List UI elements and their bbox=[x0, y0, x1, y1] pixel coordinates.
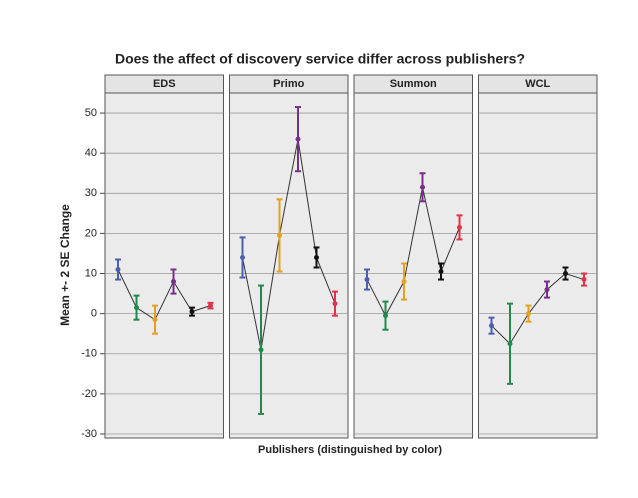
y-tick-label: 20 bbox=[85, 227, 97, 239]
y-tick-label: 0 bbox=[91, 308, 97, 320]
point bbox=[526, 311, 531, 317]
y-tick-label: 10 bbox=[85, 267, 97, 279]
point bbox=[489, 323, 494, 329]
panel-title: Summon bbox=[390, 78, 437, 90]
connecting-line bbox=[242, 139, 336, 350]
point bbox=[401, 279, 407, 285]
y-tick-label: 50 bbox=[85, 107, 97, 119]
panel-background bbox=[104, 92, 224, 439]
y-axis-label: Mean +- 2 SE Change bbox=[58, 204, 72, 326]
point bbox=[332, 301, 338, 307]
point bbox=[277, 232, 282, 238]
point bbox=[420, 184, 425, 190]
connecting-line bbox=[366, 187, 460, 317]
x-axis-label: Publishers (distinguished by color) bbox=[258, 444, 442, 456]
panel-title: WCL bbox=[525, 78, 550, 90]
point bbox=[544, 287, 550, 293]
point bbox=[438, 269, 444, 275]
panel-background bbox=[478, 92, 598, 439]
point bbox=[457, 224, 462, 230]
connecting-line bbox=[491, 272, 585, 345]
point bbox=[134, 305, 139, 311]
point bbox=[152, 317, 158, 323]
y-tick-label: -10 bbox=[81, 348, 97, 360]
y-tick-label: 40 bbox=[85, 147, 97, 159]
panel-background bbox=[229, 92, 349, 439]
chart-title: Does the affect of discovery service dif… bbox=[115, 51, 525, 67]
point bbox=[507, 341, 513, 347]
y-tick-label: 30 bbox=[85, 187, 97, 199]
point bbox=[208, 303, 213, 309]
point bbox=[383, 313, 388, 319]
y-tick-label: -20 bbox=[81, 388, 97, 400]
point bbox=[563, 271, 568, 277]
point bbox=[581, 277, 587, 283]
panel-title: EDS bbox=[153, 78, 176, 90]
point bbox=[240, 254, 245, 260]
panel-background bbox=[353, 92, 473, 439]
point bbox=[171, 279, 176, 285]
y-tick-label: -30 bbox=[81, 428, 97, 440]
point bbox=[115, 267, 121, 273]
connecting-line bbox=[117, 269, 211, 321]
point bbox=[189, 309, 195, 315]
point bbox=[314, 254, 319, 260]
point bbox=[295, 136, 301, 142]
panel-title: Primo bbox=[273, 78, 304, 90]
point bbox=[258, 347, 264, 353]
point bbox=[364, 277, 370, 283]
